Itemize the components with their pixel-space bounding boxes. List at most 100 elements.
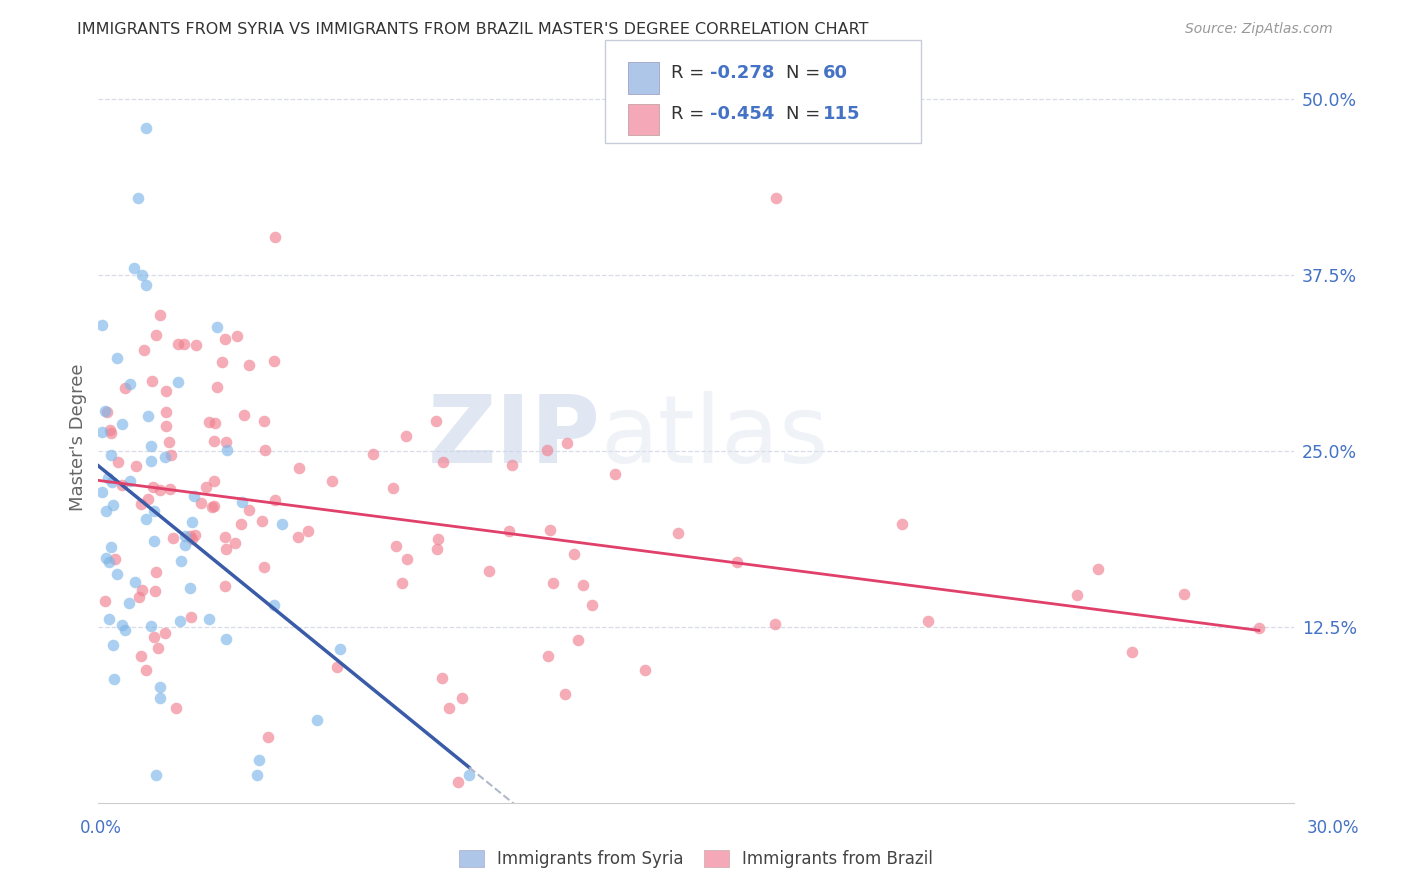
Point [205,320,228,334]
Point [129,648,152,663]
Point [131,268,153,283]
Point [103,673,125,687]
Point [148,641,170,656]
Point [93,593,115,607]
Point [160,448,183,462]
Point [169,614,191,628]
Point [763,617,786,632]
Point [100,540,122,554]
Point [287,530,309,544]
Point [554,687,576,701]
Point [253,442,276,457]
Point [97,471,120,485]
Point [149,691,172,706]
Point [145,767,167,781]
Text: N =: N = [786,105,825,123]
Point [634,663,657,677]
Y-axis label: Master's Degree: Master's Degree [69,363,87,511]
Point [432,672,454,686]
Point [321,474,343,488]
Point [263,354,285,368]
Point [127,191,149,205]
Point [425,415,447,429]
Point [142,480,165,494]
Point [114,623,136,637]
Point [174,529,197,543]
Point [211,355,233,369]
Point [288,461,311,475]
Point [451,691,474,706]
Point [107,454,129,468]
Point [765,191,787,205]
Point [214,632,236,647]
Point [214,579,236,593]
Point [179,529,201,543]
Point [194,480,217,494]
Point [432,455,454,469]
Point [136,409,159,424]
Point [186,338,208,352]
Point [385,540,408,554]
Point [173,337,195,351]
Point [391,576,413,591]
Point [214,530,236,544]
Text: atlas: atlas [600,391,828,483]
Point [226,328,249,343]
Point [98,612,121,626]
Point [890,517,912,532]
Point [246,767,269,781]
Point [114,381,136,395]
Point [307,713,329,727]
Text: R =: R = [671,64,710,82]
Point [105,351,128,366]
Point [1173,587,1195,601]
Point [447,774,470,789]
Point [100,448,122,462]
Point [134,343,156,358]
Point [250,514,273,528]
Point [224,535,246,549]
Point [725,555,748,569]
Point [138,491,160,506]
Point [217,442,239,457]
Point [125,459,148,474]
Point [329,641,352,656]
Point [180,610,202,624]
Text: 115: 115 [823,105,860,123]
Point [263,492,285,507]
Point [131,583,153,598]
Point [229,516,252,531]
Point [1087,562,1109,576]
Point [572,578,595,592]
Point [581,598,603,612]
Point [181,515,204,529]
Point [238,358,260,372]
Point [536,442,558,457]
Point [247,753,270,767]
Point [142,534,165,549]
Text: ZIP: ZIP [427,391,600,483]
Point [183,489,205,503]
Point [567,632,589,647]
Point [94,504,117,518]
Point [143,583,166,598]
Point [167,375,190,389]
Point [204,416,226,430]
Point [143,504,166,518]
Point [214,435,236,450]
Point [207,380,229,394]
Point [149,308,172,322]
Point [111,478,134,492]
Point [184,528,207,542]
Point [101,498,124,512]
Point [396,551,419,566]
Point [110,618,132,632]
Point [153,450,176,465]
Text: N =: N = [786,64,825,82]
Point [124,261,146,276]
Point [165,701,187,715]
Point [159,483,181,497]
Point [190,496,212,510]
Point [100,425,122,440]
Point [538,523,561,537]
